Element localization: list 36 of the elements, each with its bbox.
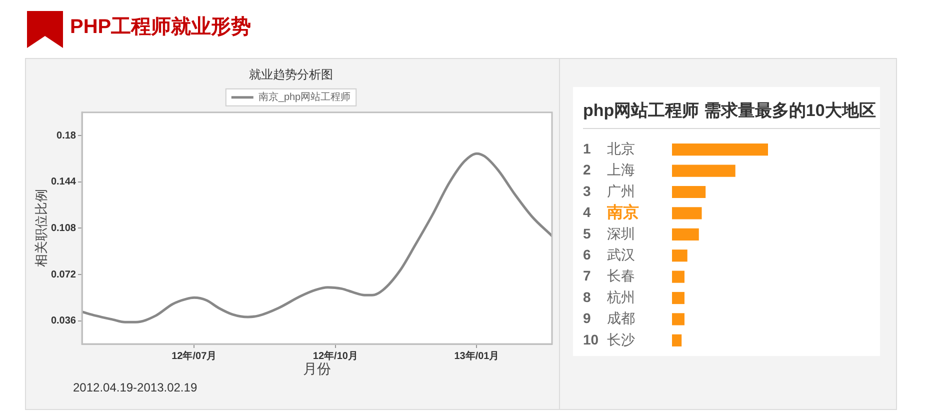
y-tick-label: 0.144: [50, 176, 76, 188]
y-tick-label: 10 长沙: [583, 331, 635, 348]
y-axis-title: 相关职位比例: [33, 189, 48, 268]
y-tick-label: 7 长春: [583, 268, 635, 284]
bar: [672, 228, 699, 240]
x-tick-label: 13年/01月: [454, 350, 500, 362]
y-tick-label: 0.18: [56, 130, 76, 142]
y-tick-label: 0.108: [50, 222, 76, 234]
y-tick-label: 9 成都: [583, 310, 635, 326]
y-tick-label: 5 深圳: [583, 225, 635, 242]
bar: [672, 186, 706, 198]
y-tick-label: 6 武汉: [583, 246, 635, 262]
x-tick-label: 12年/10月: [312, 350, 358, 362]
bar: [672, 270, 684, 283]
text: 2012.04.19-2013.02.19: [73, 380, 198, 394]
y-tick-label: 1 北京: [583, 140, 635, 156]
chart-title: 就业趋势分析图: [249, 68, 333, 82]
bar: [672, 334, 682, 346]
y-tick-label: 3 广州: [583, 182, 635, 199]
bar: [672, 250, 688, 262]
bar: [672, 292, 684, 304]
y-tick-label: 2 上海: [583, 162, 635, 178]
legend-label: 南京_php网站工程师: [258, 91, 351, 104]
y-tick-label: 0.072: [50, 269, 76, 280]
bar: [672, 207, 702, 220]
bar: [672, 164, 736, 177]
y-tick-label: 4 南京: [583, 204, 639, 222]
y-tick-label: 0.036: [50, 316, 76, 327]
x-axis-title: 月份: [303, 360, 331, 376]
bar: [672, 144, 768, 156]
x-tick-label: 12年/07月: [172, 350, 217, 362]
chart-title: php网站工程师 需求量最多的10大地区: [583, 101, 876, 121]
y-tick-label: 8 杭州: [583, 288, 635, 305]
line-series: [82, 152, 552, 324]
text: PHP工程师就业形势: [70, 15, 252, 39]
bar: [672, 313, 684, 326]
